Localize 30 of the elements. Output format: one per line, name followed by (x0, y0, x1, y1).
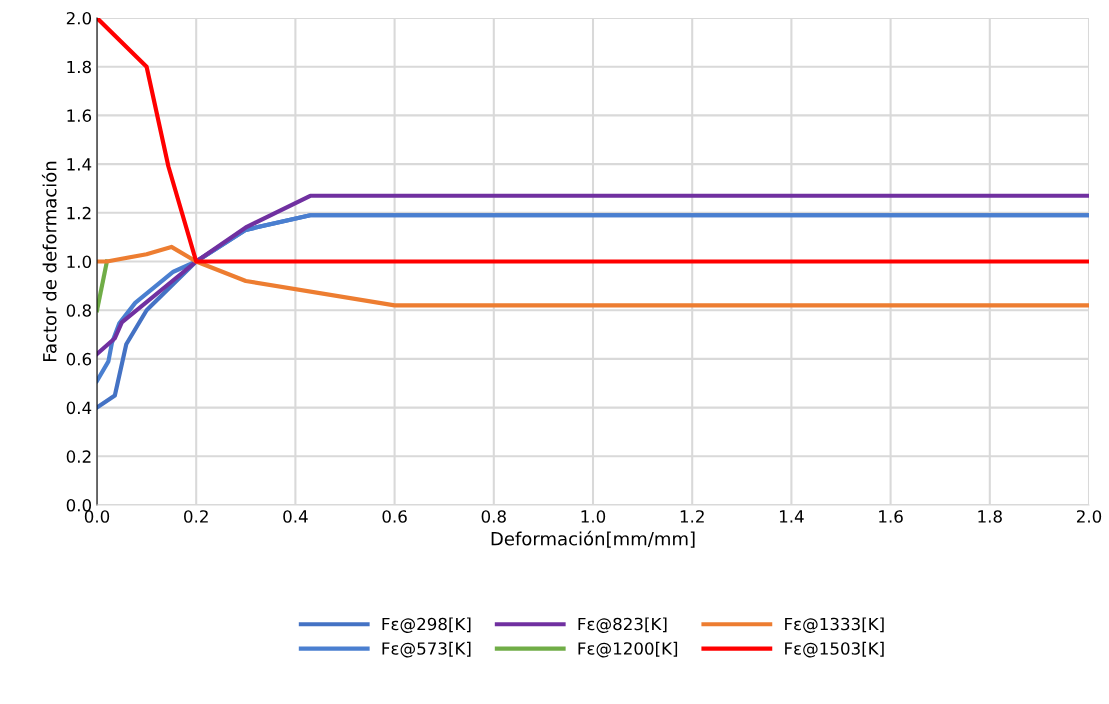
y-tick-label: 2.0 (66, 11, 92, 25)
y-tick-label: 0.8 (66, 304, 91, 317)
y-axis-title: Factor de deformación (41, 161, 57, 361)
x-tick-label: 1.8 (978, 510, 1002, 523)
y-tick-label: 0.4 (66, 401, 92, 415)
y-tick-label: 0.2 (66, 450, 91, 463)
legend-label: Fε@298[K] (382, 617, 471, 633)
x-tick-label: 0.0 (84, 510, 110, 523)
legend-label: Fε@573[K] (382, 641, 471, 658)
x-tick-label: 1.0 (581, 510, 606, 523)
x-tick-label: 0.2 (184, 510, 208, 523)
x-axis-title: Deformación[mm/mm] (491, 530, 695, 548)
y-tick-label: 1.6 (67, 109, 92, 122)
legend-label: Fε@823[K] (578, 617, 667, 633)
y-tick-label: 0.0 (66, 498, 92, 512)
x-tick-label: 2.0 (1076, 510, 1102, 523)
x-tick-label: 0.4 (283, 510, 308, 523)
y-tick-label: 1.4 (67, 158, 92, 171)
x-tick-label: 1.2 (680, 510, 704, 523)
x-tick-label: 1.6 (879, 510, 903, 523)
legend-label: Fε@1333[K] (785, 617, 884, 633)
x-tick-label: 0.6 (382, 510, 407, 523)
y-tick-label: 0.6 (66, 352, 92, 366)
y-tick-label: 1.8 (67, 60, 91, 74)
y-tick-label: 1.0 (67, 255, 92, 269)
legend-label: Fε@1503[K] (785, 641, 884, 658)
x-tick-label: 0.8 (481, 510, 506, 523)
x-tick-label: 1.4 (779, 510, 804, 523)
y-tick-label: 1.2 (67, 206, 91, 220)
legend-label: Fε@1200[K] (578, 641, 678, 658)
